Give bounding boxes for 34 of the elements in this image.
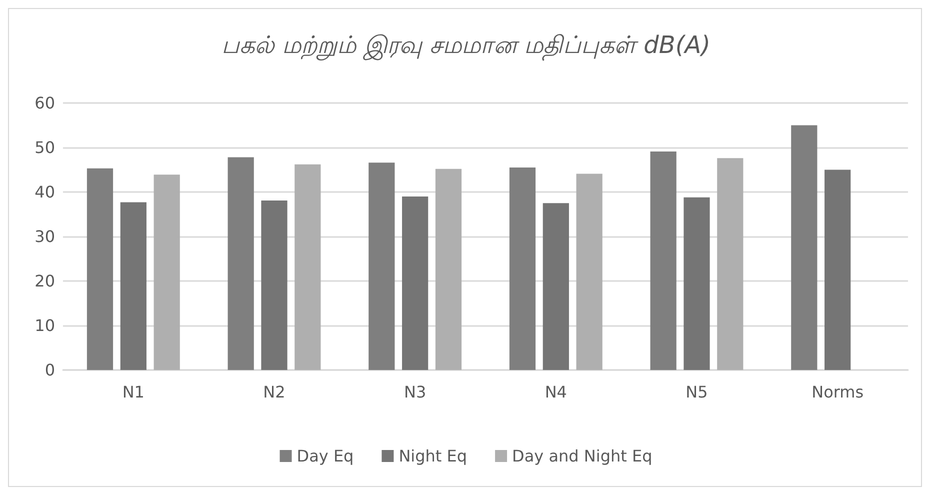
- bar: [120, 202, 146, 370]
- y-tick-label: 30: [34, 227, 55, 246]
- legend-label: Day Eq: [296, 446, 354, 466]
- bar: [261, 200, 288, 370]
- bar: [435, 168, 462, 370]
- bar: [228, 157, 254, 370]
- legend-label: Day and Night Eq: [512, 446, 652, 466]
- bar: [684, 197, 710, 370]
- legend-label: Night Eq: [398, 446, 468, 466]
- x-tick-label: N5: [686, 382, 708, 402]
- bar: [368, 162, 395, 370]
- x-tick-label: Norms: [812, 382, 864, 402]
- bar: [542, 203, 569, 370]
- chart-title: பகல் மற்றும் இரவு சமமான மதிப்புகள் dB(A): [222, 31, 710, 61]
- y-tick-label: 10: [34, 316, 55, 335]
- y-tick-label: 20: [34, 272, 55, 290]
- x-tick-label: N4: [544, 382, 567, 402]
- x-tick-label: N2: [263, 382, 286, 402]
- bar: [650, 152, 676, 370]
- x-tick-label: N3: [404, 382, 426, 402]
- y-tick-label: 60: [34, 94, 55, 112]
- bar: [154, 174, 180, 370]
- bar: [576, 174, 602, 370]
- bar: [509, 168, 536, 370]
- bar: [294, 164, 321, 370]
- x-tick-label: N1: [122, 382, 144, 402]
- y-tick-label: 0: [44, 360, 55, 380]
- bar: [717, 158, 744, 370]
- y-tick-label: 50: [34, 138, 55, 157]
- bar: [402, 196, 428, 370]
- y-tick-label: 40: [34, 182, 55, 202]
- bar: [791, 125, 818, 370]
- bar: [824, 170, 851, 370]
- bar: [86, 168, 114, 370]
